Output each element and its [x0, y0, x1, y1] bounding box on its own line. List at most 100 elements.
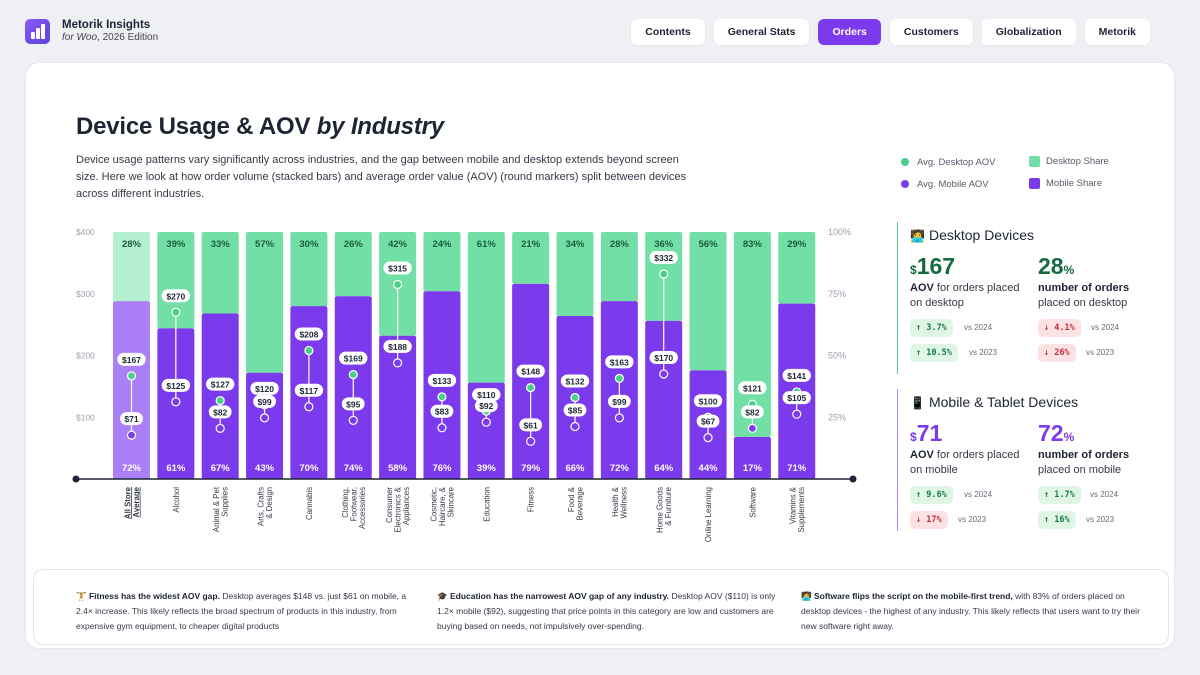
legend-desktop-share-swatch	[1029, 156, 1040, 167]
desktop-share-label: 28%	[122, 239, 142, 250]
mobile-aov-point	[614, 413, 624, 423]
mobile-aov-point	[747, 423, 758, 433]
desktop-share-label: 36%	[654, 239, 674, 250]
mobile-share-label: 66%	[565, 463, 585, 474]
insight-fitness: 🏋️ Fitness has the widest AOV gap. Deskt…	[76, 591, 407, 631]
x-tick-label: Education	[482, 487, 491, 522]
nav-general-stats[interactable]: General Stats	[713, 19, 810, 45]
x-tick-label: Electronics &	[394, 486, 403, 532]
mobile-aov-point	[259, 413, 270, 423]
bar-mobile-share	[733, 437, 771, 479]
x-axis-end-dot	[849, 475, 857, 483]
mobile-share-label: 17%	[743, 463, 763, 474]
mobile-aov-point	[348, 415, 358, 425]
desktop-orders-vs-2024: vs 2024	[1091, 323, 1120, 332]
bar-mobile-share	[512, 283, 550, 479]
desktop-aov-label: $141	[787, 371, 806, 381]
desktop-share-label: 57%	[255, 239, 275, 250]
legend-mobile-share-swatch	[1029, 178, 1040, 189]
mobile-aov-label-pill	[519, 418, 543, 432]
bar-desktop-share	[689, 232, 727, 371]
mobile-aov-value: $71	[910, 420, 943, 446]
bar-mobile-share	[379, 335, 417, 479]
x-tick-label: Alcohol	[172, 487, 181, 513]
mobile-stats-panel: 📱 Mobile & Tablet Devices $71 AOV for ord…	[897, 389, 1157, 531]
bar-desktop-share	[600, 232, 638, 302]
desktop-aov-label-pill	[161, 289, 191, 303]
desktop-share-label: 39%	[166, 239, 186, 250]
mobile-share-label: 72%	[122, 463, 142, 474]
desktop-orders-change-2024: ↓ 4.1%	[1038, 319, 1081, 337]
desktop-aov-label: $100	[699, 396, 718, 406]
bar-desktop-share	[157, 232, 195, 329]
mobile-share-label: 43%	[255, 463, 275, 474]
nav-orders[interactable]: Orders	[818, 19, 881, 45]
desktop-aov-point	[526, 383, 536, 393]
y-tick-left: $400	[76, 227, 95, 237]
mobile-aov-label-pill	[294, 383, 324, 397]
x-tick-label: & Furniture	[664, 487, 673, 526]
mobile-aov-label: $83	[435, 407, 449, 417]
mobile-aov-label-pill	[563, 403, 587, 417]
desktop-share-label: 29%	[787, 239, 807, 250]
mobile-share-label: 61%	[166, 463, 186, 474]
y-tick-right: 75%	[828, 289, 846, 299]
desktop-aov-label-pill	[206, 377, 235, 391]
nav-globalization[interactable]: Globalization	[981, 19, 1076, 45]
desktop-share-label: 34%	[565, 239, 585, 250]
mobile-aov-point	[481, 417, 491, 427]
mobile-share-label: 79%	[521, 463, 541, 474]
insights-box: 🏋️ Fitness has the widest AOV gap. Deskt…	[33, 569, 1169, 645]
desktop-orders-vs-2023: vs 2023	[1086, 348, 1115, 357]
mobile-aov-label-pill	[430, 404, 454, 418]
x-tick-label: Clothing,	[341, 487, 350, 518]
mobile-aov-label-pill	[782, 391, 811, 405]
y-tick-right: 50%	[828, 351, 846, 361]
x-axis-start-dot	[72, 475, 80, 483]
mobile-panel-title: 📱 Mobile & Tablet Devices	[910, 394, 1079, 410]
mobile-aov-label: $61	[524, 420, 538, 430]
mobile-aov-label: $188	[388, 342, 407, 352]
desktop-aov-label: $121	[743, 383, 762, 393]
x-tick-label: Supplies	[220, 487, 229, 517]
desktop-orders-change-2023: ↓ 26%	[1038, 344, 1076, 362]
mobile-aov-label: $92	[479, 401, 493, 411]
desktop-aov-point	[348, 370, 358, 380]
metorik-logo-icon[interactable]	[25, 19, 50, 44]
mobile-aov-point	[703, 433, 713, 443]
page-title: Device Usage & AOV by Industry	[76, 113, 444, 140]
y-tick-left: $300	[76, 289, 95, 299]
desktop-aov-point	[215, 395, 225, 406]
mobile-aov-label: $82	[745, 407, 759, 417]
desktop-aov-label: $133	[432, 376, 451, 386]
nav-contents[interactable]: Contents	[631, 19, 705, 45]
brand-subtitle: for Woo, 2026 Edition	[62, 32, 159, 43]
bar-desktop-share	[334, 232, 372, 297]
mobile-phone-icon: 📱	[910, 396, 925, 410]
desktop-aov-label: $110	[477, 390, 496, 400]
desktop-aov-label: $163	[610, 357, 629, 367]
mobile-aov-point	[526, 436, 536, 446]
mobile-aov-point	[215, 423, 225, 433]
desktop-aov-point	[570, 392, 580, 403]
bar-desktop-share	[290, 232, 328, 307]
mobile-share-label: 71%	[787, 463, 807, 474]
mobile-share-label: 64%	[654, 463, 674, 474]
bar-desktop-share	[113, 232, 150, 302]
desktop-share-label: 26%	[344, 239, 364, 250]
mobile-aov-label-pill	[341, 397, 365, 411]
desktop-aov-label-pill	[427, 373, 457, 387]
desktop-aov-change-2024: ↑ 3.7%	[910, 319, 953, 337]
nav-customers[interactable]: Customers	[889, 19, 973, 45]
bar-desktop-share	[556, 232, 594, 316]
x-tick-label: Cosmetic,	[429, 487, 438, 522]
mobile-aov-vs-2023: vs 2023	[958, 515, 987, 524]
nav-metorik[interactable]: Metorik	[1084, 19, 1150, 45]
y-tick-left: $200	[76, 351, 95, 361]
desktop-aov-label-pill	[117, 352, 146, 366]
mobile-aov-label-pill	[474, 399, 498, 413]
legend-desktop-aov-marker	[901, 158, 909, 166]
desktop-aov-point	[126, 371, 137, 381]
main-nav: Contents General Stats Orders Customers …	[631, 19, 1150, 45]
y-tick-right: 25%	[828, 412, 846, 422]
